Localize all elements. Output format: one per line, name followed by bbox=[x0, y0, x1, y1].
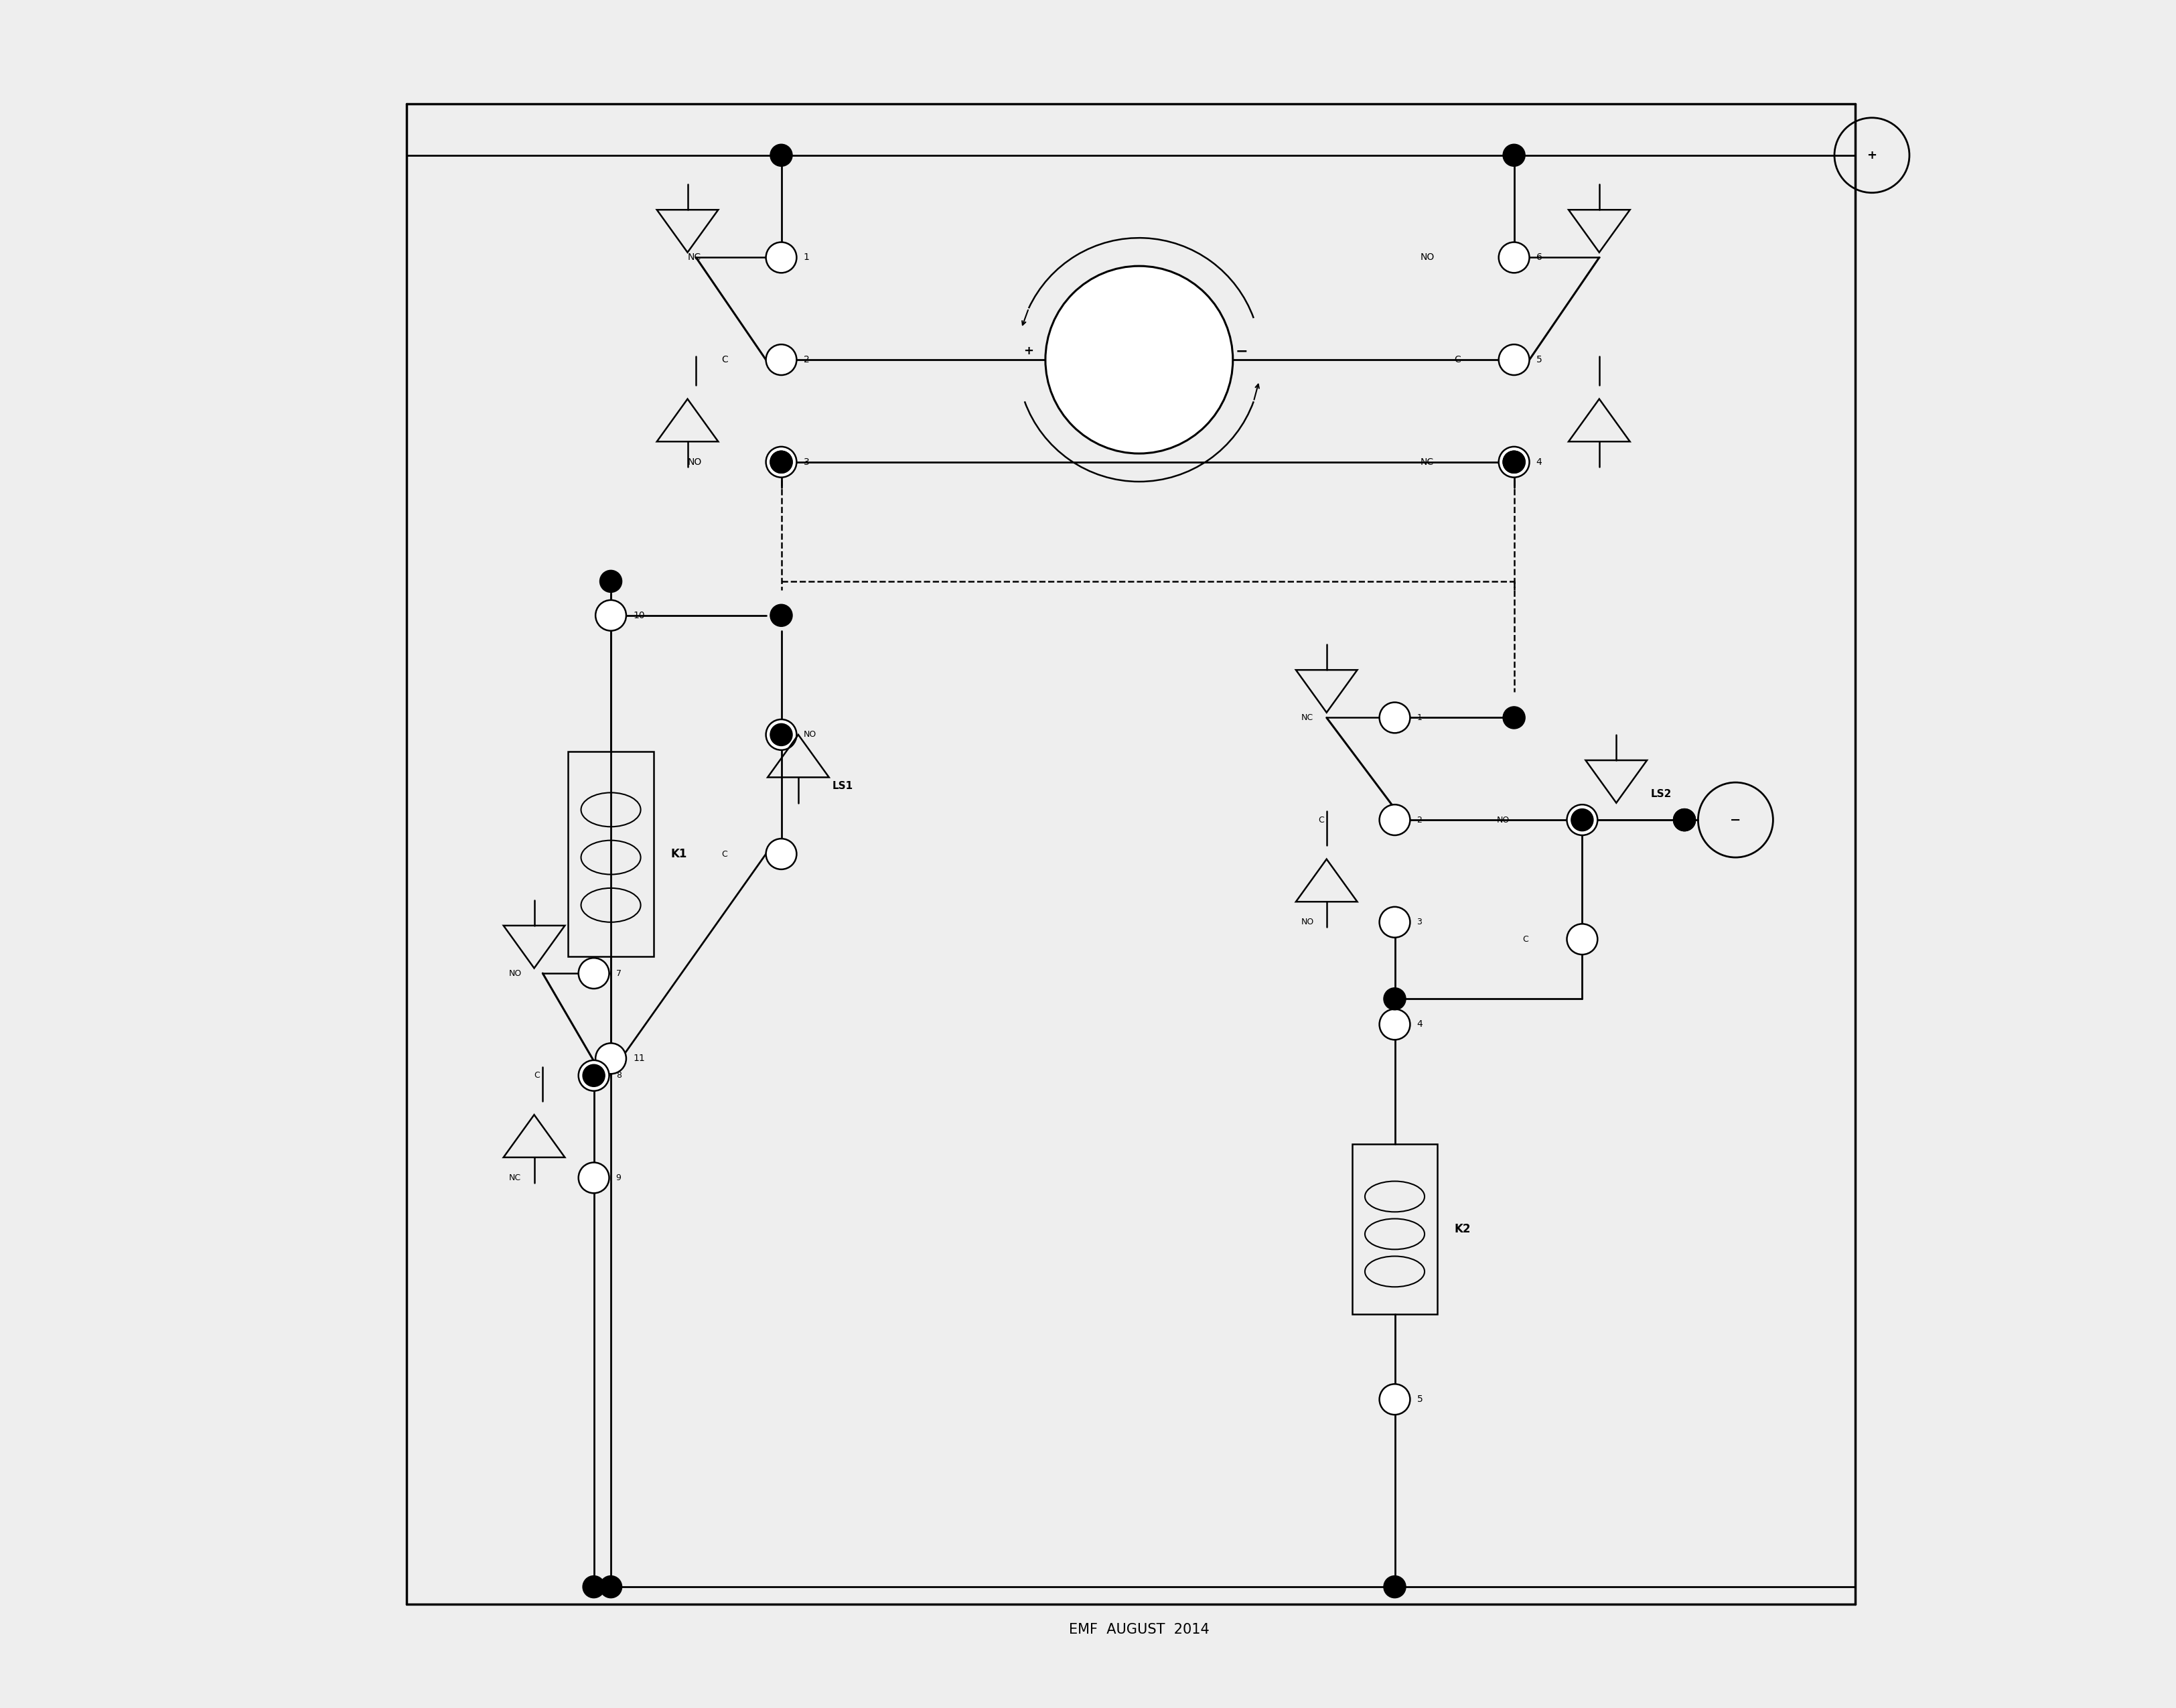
Text: 7: 7 bbox=[616, 968, 622, 977]
Text: NC: NC bbox=[688, 253, 701, 263]
Text: C: C bbox=[722, 355, 729, 364]
Circle shape bbox=[579, 958, 609, 989]
Circle shape bbox=[579, 1061, 609, 1091]
Text: 6: 6 bbox=[1536, 253, 1543, 263]
Text: 9: 9 bbox=[616, 1173, 620, 1182]
Circle shape bbox=[770, 605, 792, 627]
Circle shape bbox=[770, 451, 792, 473]
Circle shape bbox=[1380, 907, 1410, 938]
Circle shape bbox=[766, 243, 796, 273]
Circle shape bbox=[1504, 451, 1525, 473]
Circle shape bbox=[766, 345, 796, 376]
Text: C: C bbox=[533, 1071, 540, 1079]
Circle shape bbox=[770, 724, 792, 746]
Text: −: − bbox=[1730, 813, 1741, 827]
Text: 3: 3 bbox=[803, 458, 809, 466]
Circle shape bbox=[1567, 924, 1597, 955]
Text: LS1: LS1 bbox=[833, 781, 853, 791]
Text: M: M bbox=[1132, 354, 1147, 367]
Text: 3: 3 bbox=[1417, 917, 1423, 926]
Circle shape bbox=[766, 839, 796, 869]
Text: NO: NO bbox=[1421, 253, 1434, 263]
Text: NC: NC bbox=[509, 1173, 520, 1182]
Circle shape bbox=[601, 1576, 622, 1599]
Circle shape bbox=[1504, 707, 1525, 729]
Circle shape bbox=[770, 143, 792, 166]
Text: 4: 4 bbox=[1536, 458, 1543, 466]
Text: NO: NO bbox=[509, 968, 522, 977]
Circle shape bbox=[1499, 447, 1530, 477]
Circle shape bbox=[1567, 804, 1597, 835]
Text: 5: 5 bbox=[1417, 1395, 1423, 1404]
Text: C: C bbox=[722, 849, 727, 859]
Circle shape bbox=[579, 1163, 609, 1194]
Circle shape bbox=[583, 1064, 605, 1086]
Text: C: C bbox=[1523, 934, 1528, 943]
Text: LS2: LS2 bbox=[1649, 789, 1671, 799]
Text: −: − bbox=[1236, 345, 1247, 359]
Text: 2: 2 bbox=[1417, 815, 1423, 825]
Circle shape bbox=[1380, 1383, 1410, 1414]
Text: 11: 11 bbox=[633, 1054, 644, 1062]
Text: 10: 10 bbox=[633, 611, 644, 620]
Text: NO: NO bbox=[803, 731, 816, 740]
Circle shape bbox=[770, 451, 792, 473]
Bar bbox=[1351, 1144, 1438, 1313]
Text: C: C bbox=[1319, 815, 1323, 825]
Text: +: + bbox=[1023, 345, 1034, 357]
Text: EMF  AUGUST  2014: EMF AUGUST 2014 bbox=[1068, 1623, 1210, 1636]
Text: NC: NC bbox=[1301, 714, 1312, 722]
Circle shape bbox=[596, 600, 627, 630]
Text: NO: NO bbox=[688, 458, 703, 466]
Circle shape bbox=[1380, 702, 1410, 733]
Text: NO: NO bbox=[1301, 917, 1314, 926]
Circle shape bbox=[1673, 810, 1695, 832]
Circle shape bbox=[1384, 1576, 1406, 1599]
Circle shape bbox=[1380, 1009, 1410, 1040]
Text: K1: K1 bbox=[670, 847, 688, 861]
Circle shape bbox=[583, 1576, 605, 1599]
Circle shape bbox=[1571, 810, 1593, 832]
Text: 1: 1 bbox=[1417, 714, 1423, 722]
Text: 1: 1 bbox=[803, 253, 809, 263]
Text: 8: 8 bbox=[616, 1071, 622, 1079]
Circle shape bbox=[1504, 143, 1525, 166]
Circle shape bbox=[766, 447, 796, 477]
Circle shape bbox=[1673, 810, 1695, 832]
Circle shape bbox=[1384, 987, 1406, 1009]
Circle shape bbox=[766, 719, 796, 750]
Text: 5: 5 bbox=[1536, 355, 1543, 364]
Circle shape bbox=[1504, 451, 1525, 473]
Bar bbox=[568, 752, 653, 956]
Text: 4: 4 bbox=[1417, 1020, 1423, 1030]
Circle shape bbox=[601, 570, 622, 593]
Circle shape bbox=[596, 1044, 627, 1074]
Circle shape bbox=[1499, 345, 1530, 376]
Text: 2: 2 bbox=[803, 355, 809, 364]
Text: C: C bbox=[1454, 355, 1460, 364]
Circle shape bbox=[1499, 243, 1530, 273]
Circle shape bbox=[1044, 266, 1234, 454]
Text: NC: NC bbox=[1421, 458, 1434, 466]
Text: +: + bbox=[1867, 149, 1878, 161]
Text: NO: NO bbox=[1497, 815, 1510, 825]
Circle shape bbox=[1380, 804, 1410, 835]
Text: K2: K2 bbox=[1454, 1223, 1471, 1235]
